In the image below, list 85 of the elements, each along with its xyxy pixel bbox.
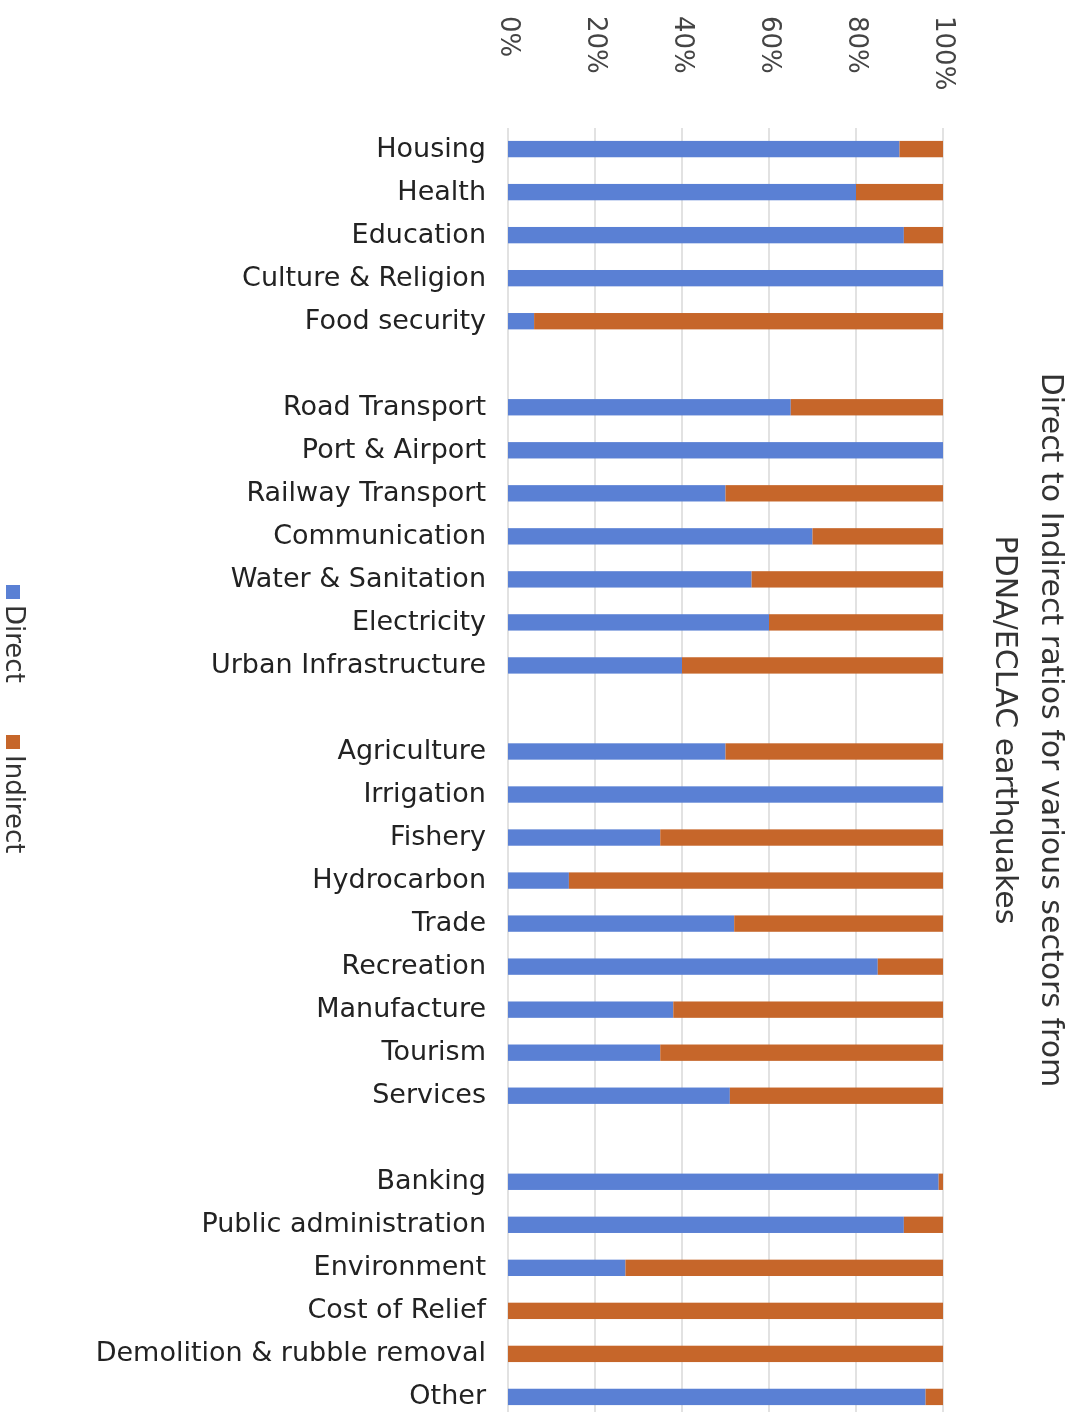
bar [812, 528, 943, 545]
x-tick-label: 60% [755, 16, 786, 74]
bar [508, 528, 813, 545]
bar [673, 1001, 943, 1018]
bar [877, 958, 943, 975]
bar [856, 183, 943, 201]
bar [903, 226, 943, 244]
bar [534, 313, 943, 330]
y-tick-label: Services [372, 1078, 486, 1110]
y-tick-label: Communication [273, 518, 486, 550]
bar [903, 1216, 943, 1233]
bar [508, 140, 900, 158]
bar [725, 485, 943, 502]
bar [508, 1044, 661, 1061]
y-tick-label: Cost of Relief [307, 1293, 488, 1325]
y-tick-label: Other [409, 1379, 487, 1411]
y-tick-label: Electricity [351, 604, 487, 636]
bar [508, 183, 856, 201]
bar [508, 1087, 730, 1104]
bar [508, 1345, 943, 1363]
bar [790, 399, 943, 416]
y-tick-label: Housing [376, 131, 486, 163]
y-tick-label: Public administration [201, 1207, 486, 1239]
bar [508, 1173, 939, 1190]
bar [508, 270, 943, 287]
y-tick-label: Culture & Religion [242, 260, 486, 292]
y-tick-label: Education [351, 217, 486, 249]
bar [568, 872, 943, 889]
y-tick-label: Banking [376, 1164, 486, 1196]
bar [682, 657, 943, 674]
bar [508, 1259, 626, 1276]
bar [938, 1173, 943, 1190]
bar [508, 915, 735, 932]
y-tick-label: Food security [304, 303, 487, 335]
bar [508, 313, 535, 330]
y-tick-label: Railway Transport [246, 475, 486, 507]
y-tick-label: Hydrocarbon [312, 863, 486, 895]
bar [729, 1087, 943, 1104]
bar [660, 829, 943, 846]
bar [925, 1388, 943, 1406]
y-tick-label: Fishery [390, 820, 487, 852]
bar [508, 226, 904, 244]
y-tick-label: Environment [313, 1250, 486, 1282]
y-tick-label: Water & Sanitation [230, 561, 486, 593]
legend-label: Indirect [0, 755, 30, 854]
bar [508, 614, 769, 631]
bar [508, 571, 752, 588]
y-tick-label: Irrigation [363, 777, 486, 809]
bar [625, 1259, 943, 1276]
y-tick-label: Health [397, 174, 486, 206]
bar [508, 786, 943, 803]
legend-label: Direct [0, 605, 30, 683]
bar [899, 140, 943, 158]
bar [508, 872, 569, 889]
y-tick-label: Agriculture [337, 733, 486, 765]
bar [508, 1388, 926, 1406]
bar [508, 442, 943, 459]
bar [508, 743, 726, 760]
bar [660, 1044, 943, 1061]
bar [508, 1001, 674, 1018]
y-tick-label: Demolition & rubble removal [95, 1336, 486, 1368]
x-tick-label: 100% [929, 16, 960, 91]
x-tick-label: 0% [494, 16, 525, 58]
bar [508, 829, 661, 846]
x-tick-label: 40% [668, 16, 699, 74]
y-tick-label: Trade [411, 906, 486, 938]
bar [508, 1302, 943, 1320]
y-tick-label: Manufacture [316, 992, 486, 1024]
bar [508, 485, 726, 502]
y-tick-label: Road Transport [282, 389, 486, 421]
bar [508, 399, 791, 416]
bar [734, 915, 943, 932]
y-tick-label: Port & Airport [301, 432, 486, 464]
bar [508, 657, 682, 674]
x-tick-label: 20% [581, 16, 612, 74]
bar [508, 1216, 904, 1233]
y-tick-label: Recreation [341, 949, 486, 981]
bar [751, 571, 943, 588]
y-tick-label: Tourism [380, 1035, 486, 1067]
bar [725, 743, 943, 760]
y-tick-label: Urban Infrastructure [211, 647, 486, 679]
text: Direct to Indirect ratios for various sectors from PDNA/ECLAC earthquakes [989, 372, 1070, 1088]
x-tick-label: 80% [842, 16, 873, 74]
bar [769, 614, 943, 631]
bar [508, 958, 878, 975]
